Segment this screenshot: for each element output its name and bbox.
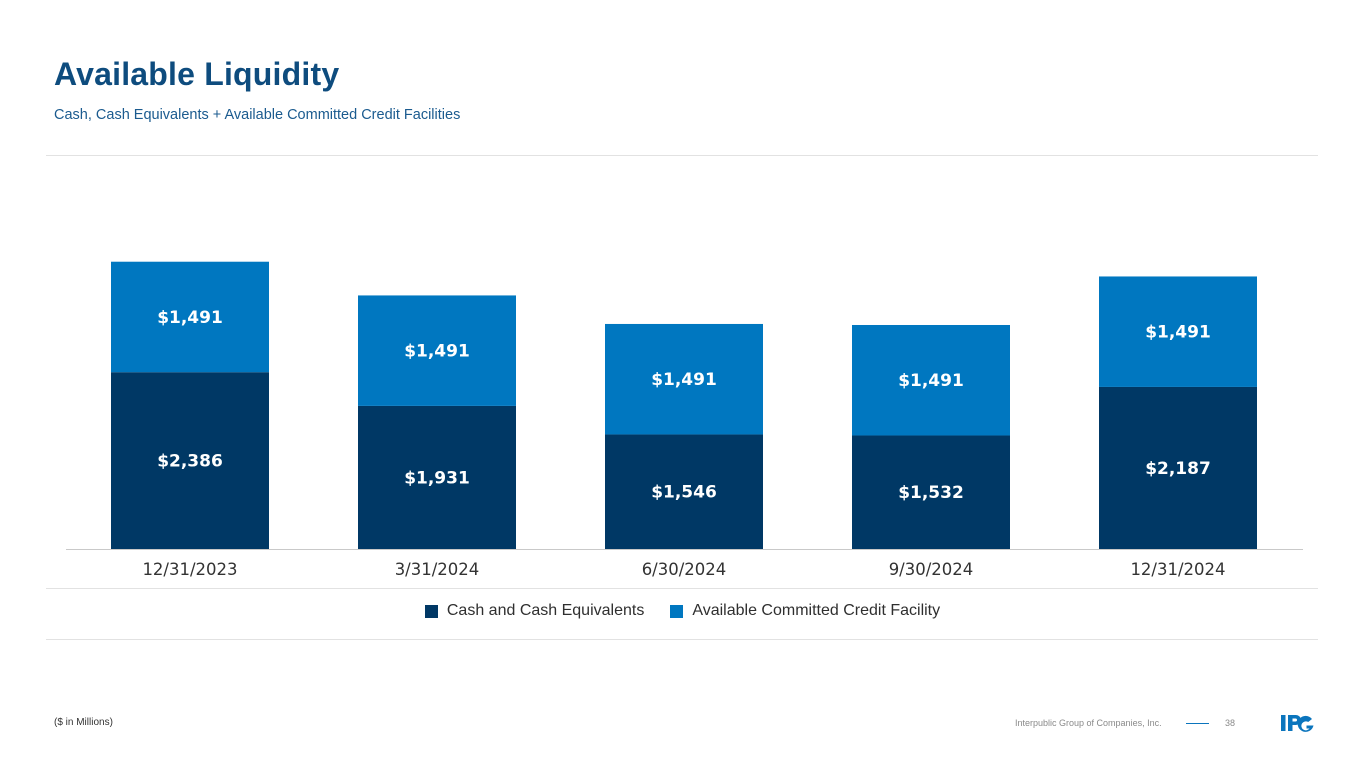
bar-credit-4 [1099,276,1257,387]
x-tick-label-2: 6/30/2024 [642,560,727,579]
x-tick-label-4: 12/31/2024 [1130,560,1225,579]
bar-credit-3 [852,324,1010,436]
bar-cash-3 [852,435,1010,549]
chart-legend: Cash and Cash Equivalents Available Comm… [0,600,1365,622]
legend-item-cash: Cash and Cash Equivalents [424,602,645,620]
legend-label-cash: Cash and Cash Equivalents [446,602,645,619]
data-label-cash-1: $1,931 [404,468,470,488]
top-divider [46,155,1318,156]
legend-swatch-credit [670,604,684,618]
bar-credit-0 [111,261,269,373]
units-footnote: ($ in Millions) [54,717,113,728]
company-name: Interpublic Group of Companies, Inc. [1015,718,1162,728]
data-label-credit-0: $1,491 [157,308,223,328]
bar-credit-2 [605,323,763,435]
footer-accent-line [1186,723,1209,724]
data-label-credit-4: $1,491 [1145,323,1211,343]
legend-label-credit: Available Committed Credit Facility [692,602,941,619]
data-label-cash-3: $1,532 [898,483,964,503]
data-label-credit-1: $1,491 [404,342,470,362]
data-label-credit-2: $1,491 [651,370,717,390]
x-tick-label-1: 3/31/2024 [395,560,480,579]
legend-swatch-cash [424,604,438,618]
bar-cash-1 [358,405,516,549]
page-subtitle: Cash, Cash Equivalents + Available Commi… [54,107,461,123]
page-title: Available Liquidity [54,56,340,92]
ipg-logo-icon [1281,715,1314,732]
legend-item-credit: Available Committed Credit Facility [670,602,940,620]
data-label-credit-3: $1,491 [898,371,964,391]
data-label-cash-2: $1,546 [651,483,717,503]
bottom-divider [46,639,1318,640]
stacked-bar-chart: $2,386 $1,491 12/31/2023 $1,931 $1,491 3/31/2… [66,261,1303,579]
bar-cash-2 [605,434,763,549]
data-label-cash-0: $2,386 [157,452,223,472]
bar-cash-0 [111,372,269,549]
data-label-cash-4: $2,187 [1145,459,1211,479]
x-tick-label-0: 12/31/2023 [142,560,237,579]
bar-cash-4 [1099,386,1257,549]
x-tick-label-3: 9/30/2024 [889,560,974,579]
page-number: 38 [1225,718,1236,728]
legend-top-divider [46,588,1318,589]
bar-credit-1 [358,295,516,406]
